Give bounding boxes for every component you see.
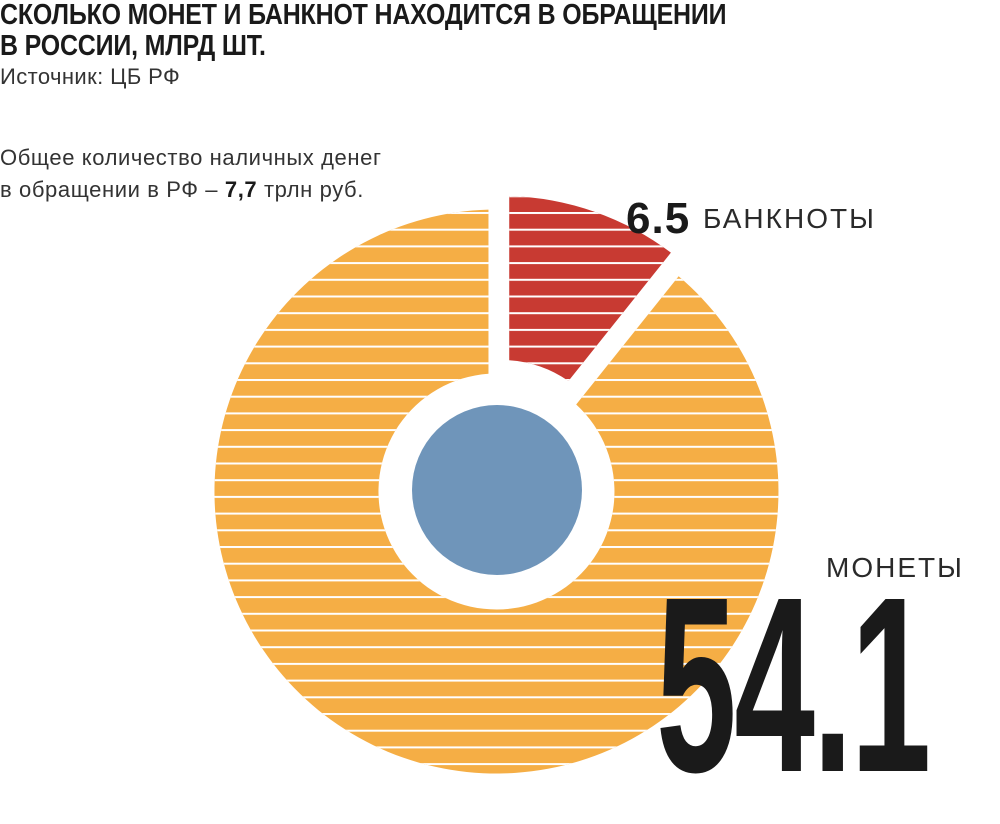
total-cash-line-2-suffix: трлн руб. bbox=[257, 177, 364, 202]
banknotes-name-label: БАНКНОТЫ bbox=[703, 203, 876, 234]
total-cash-line-2-prefix: в обращении в РФ – bbox=[0, 177, 225, 202]
pie-slice-coins-stripes bbox=[214, 209, 779, 774]
coins-value-label: 54.1 bbox=[656, 545, 931, 824]
total-cash-note: Общее количество наличных денег в обраще… bbox=[0, 142, 382, 206]
pie-slice-banknotes bbox=[509, 196, 671, 381]
total-cash-line-1: Общее количество наличных денег bbox=[0, 145, 382, 170]
pie-center-circle bbox=[412, 405, 582, 575]
pie-slice-coins bbox=[214, 209, 779, 774]
total-cash-value: 7,7 bbox=[224, 177, 258, 202]
chart-title-line-2: В РОССИИ, МЛРД ШТ. bbox=[0, 30, 266, 62]
banknotes-value-label: 6.5 bbox=[626, 194, 691, 243]
coins-name-label: МОНЕТЫ bbox=[826, 552, 964, 583]
chart-title: СКОЛЬКО МОНЕТ И БАНКНОТ НАХОДИТСЯ В ОБРА… bbox=[0, 0, 851, 62]
source-note: Источник: ЦБ РФ bbox=[0, 64, 181, 89]
chart-title-line-1: СКОЛЬКО МОНЕТ И БАНКНОТ НАХОДИТСЯ В ОБРА… bbox=[0, 0, 727, 31]
pie-slice-banknotes-stripes bbox=[509, 196, 671, 381]
